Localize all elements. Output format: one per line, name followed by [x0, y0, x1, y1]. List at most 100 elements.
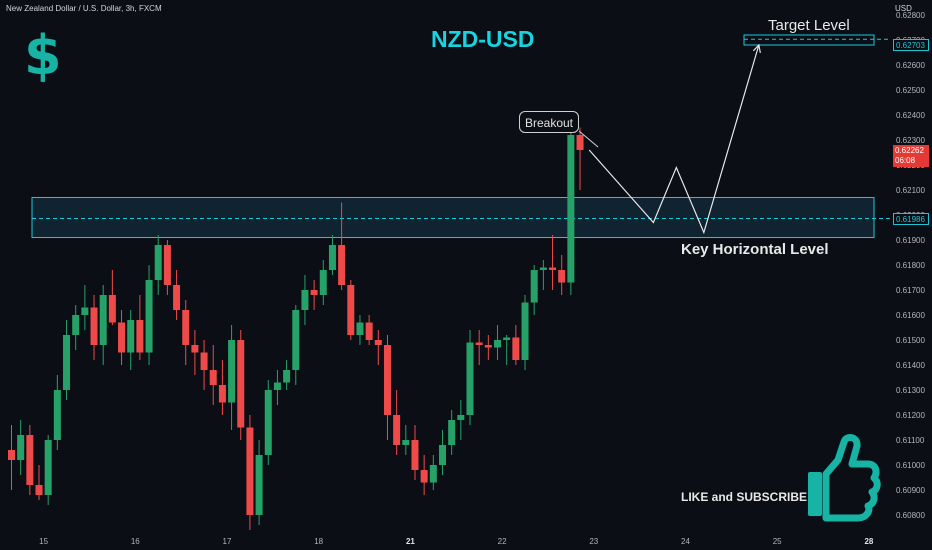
candle-body [420, 470, 428, 483]
candle-body [301, 290, 309, 310]
y-tick-label: 0.62100 [896, 186, 925, 195]
x-tick-label: 22 [498, 537, 507, 546]
candle-body [292, 310, 300, 370]
countdown-value: 06:08 [895, 156, 916, 165]
x-tick-label: 16 [131, 537, 140, 546]
candle-body [118, 322, 126, 353]
symbol-label: New Zealand Dollar / U.S. Dollar, 3h, FX… [6, 4, 162, 13]
candle-body [319, 270, 327, 295]
candle-body [218, 385, 226, 403]
y-tick-label: 0.61600 [896, 311, 925, 320]
candle-body [44, 440, 52, 495]
candle-body [448, 420, 456, 445]
y-tick-label: 0.62800 [896, 11, 925, 20]
y-tick-label: 0.60900 [896, 486, 925, 495]
candle-body [163, 245, 171, 285]
candle-body [154, 245, 162, 280]
current-price-value: 0.62262 [895, 146, 924, 155]
y-tick-label: 0.62400 [896, 111, 925, 120]
breakout-pointer [578, 130, 599, 148]
candle-body [475, 342, 483, 345]
candle-body [182, 310, 190, 345]
y-tick-label: 0.61400 [896, 361, 925, 370]
x-tick-label: 18 [314, 537, 323, 546]
y-tick-label: 0.61800 [896, 261, 925, 270]
candle-body [338, 245, 346, 285]
candle-body [81, 307, 89, 315]
key-price-tag: 0.61986 [893, 213, 929, 225]
candle-body [429, 465, 437, 483]
candle-body [438, 445, 446, 465]
candle-body [374, 340, 382, 345]
candle-body [503, 337, 511, 340]
y-tick-label: 0.61700 [896, 286, 925, 295]
candle-body [283, 370, 291, 383]
candle-body [328, 245, 336, 270]
candle-body [393, 415, 401, 445]
y-tick-label: 0.61500 [896, 336, 925, 345]
x-tick-label: 23 [589, 537, 598, 546]
candle-body [63, 335, 71, 390]
candle-body [273, 382, 281, 390]
y-tick-label: 0.62500 [896, 86, 925, 95]
candle-body [53, 390, 61, 440]
candle-body [310, 290, 318, 295]
key-zone [31, 197, 875, 238]
key-level-label: Key Horizontal Level [681, 241, 829, 258]
y-tick-label: 0.62600 [896, 61, 925, 70]
y-tick-label: 0.60800 [896, 511, 925, 520]
candle-body [347, 285, 355, 335]
target-price-tag: 0.62703 [893, 39, 929, 51]
candle-body [108, 295, 116, 323]
like-subscribe-label: LIKE and SUBSCRIBE [681, 490, 808, 504]
x-tick-label: 15 [39, 537, 48, 546]
y-tick-label: 0.61200 [896, 411, 925, 420]
candle-body [402, 440, 410, 445]
current-price-tag: 0.62262 06:08 [893, 145, 929, 167]
candle-body [365, 322, 373, 340]
target-zone [743, 34, 875, 46]
x-tick-label: 28 [864, 537, 873, 546]
currency-label: USD [895, 4, 912, 13]
candle-body [539, 267, 547, 270]
y-tick-label: 0.61900 [896, 236, 925, 245]
target-level-label: Target Level [768, 17, 850, 34]
candle-body [99, 295, 107, 345]
candle-body [558, 270, 566, 283]
candle-body [411, 440, 419, 470]
candle-body [255, 455, 263, 515]
candle-body [173, 285, 181, 310]
candle-body [549, 267, 557, 270]
candle-body [383, 345, 391, 415]
candle-body [209, 370, 217, 385]
candle-body [90, 307, 98, 345]
dollar-icon: $ [24, 24, 62, 87]
x-tick-label: 21 [406, 537, 415, 546]
thumbs-up-icon [808, 434, 881, 522]
x-tick-label: 25 [773, 537, 782, 546]
y-tick-label: 0.61000 [896, 461, 925, 470]
candle-body [494, 340, 502, 348]
chart-title: NZD-USD [431, 26, 535, 52]
candle-body [567, 135, 575, 283]
candle-body [356, 322, 364, 335]
candle-body [8, 450, 15, 460]
candle-body [484, 345, 492, 348]
candle-body [191, 345, 199, 353]
candle-body [145, 280, 153, 353]
projection-path [588, 44, 760, 235]
candle-body [35, 485, 43, 495]
y-tick-label: 0.61300 [896, 386, 925, 395]
candle-body [246, 427, 254, 515]
x-tick-label: 24 [681, 537, 690, 546]
candle-body [127, 320, 135, 353]
y-tick-label: 0.61100 [896, 436, 925, 445]
candle-body [457, 415, 465, 420]
candle-body [530, 270, 538, 303]
candle-body [512, 337, 520, 360]
breakout-callout: Breakout [519, 111, 579, 133]
y-tick-label: 0.62300 [896, 136, 925, 145]
candle-body [466, 342, 474, 415]
projection-arrowhead [752, 43, 761, 53]
